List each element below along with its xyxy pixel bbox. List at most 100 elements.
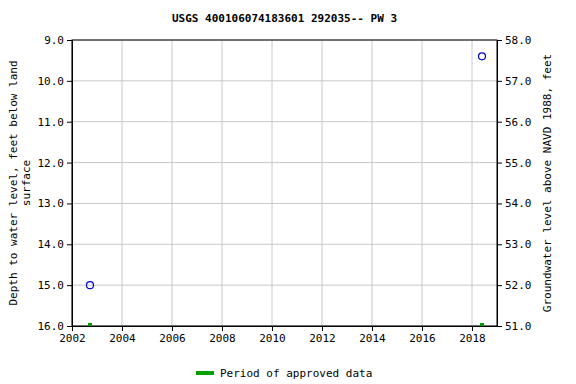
tick-label: 2018 bbox=[459, 332, 486, 345]
title: USGS 400106074183601 292035-- PW 3 bbox=[172, 12, 397, 25]
y-axis: 9.0 10.0 11.0 12.0 13.0 14.0 15.0 16.0 bbox=[38, 34, 73, 333]
tick-label: 15.0 bbox=[38, 279, 65, 292]
tick: 58.0 bbox=[497, 34, 532, 47]
plot-area bbox=[87, 53, 486, 326]
tick-mark bbox=[497, 122, 502, 123]
tick-mark bbox=[422, 326, 423, 331]
tick: 2006 bbox=[159, 326, 186, 345]
grid-line bbox=[72, 80, 497, 81]
tick: 2014 bbox=[359, 326, 386, 345]
tick-mark bbox=[497, 163, 502, 164]
tick-mark bbox=[67, 326, 72, 327]
tick-mark bbox=[67, 285, 72, 286]
tick-label: 2004 bbox=[109, 332, 136, 345]
tick-mark bbox=[497, 244, 502, 245]
tick: 9.0 bbox=[44, 34, 72, 47]
tick-mark bbox=[322, 326, 323, 331]
tick-label: 2008 bbox=[209, 332, 236, 345]
tick: 56.0 bbox=[497, 116, 532, 129]
grid-line bbox=[72, 121, 497, 122]
chart: 2002 2004 2006 2008 2010 2012 2014 2016 2018 9.0 1… bbox=[0, 0, 576, 384]
tick-mark bbox=[497, 81, 502, 82]
plot-frame bbox=[72, 40, 497, 326]
tick-mark bbox=[497, 203, 502, 204]
tick: 10.0 bbox=[38, 75, 73, 88]
y2-axis-title: Groundwater level above NAVD 1988, feet bbox=[541, 54, 554, 312]
series bbox=[88, 323, 484, 326]
tick: 2010 bbox=[259, 326, 286, 345]
tick-mark bbox=[222, 326, 223, 331]
tick: 12.0 bbox=[38, 157, 73, 170]
tick-label: 11.0 bbox=[38, 116, 65, 129]
tick-mark bbox=[497, 285, 502, 286]
tick-label: 10.0 bbox=[38, 75, 65, 88]
tick-mark bbox=[122, 326, 123, 331]
grid-line bbox=[172, 40, 173, 326]
tick-label: 57.0 bbox=[505, 75, 532, 88]
tick-label: 2016 bbox=[409, 332, 436, 345]
tick-mark bbox=[67, 163, 72, 164]
tick: 13.0 bbox=[38, 197, 73, 210]
tick-label: 2012 bbox=[309, 332, 336, 345]
tick-mark bbox=[67, 122, 72, 123]
tick: 2016 bbox=[409, 326, 436, 345]
y2-axis: 58.0 57.0 56.0 55.0 54.0 53.0 52.0 51.0 bbox=[497, 34, 532, 333]
grid-line bbox=[72, 285, 497, 286]
tick-label: 9.0 bbox=[44, 34, 64, 47]
tick: 14.0 bbox=[38, 238, 73, 251]
tick: 57.0 bbox=[497, 75, 532, 88]
grid-line bbox=[372, 40, 373, 326]
tick: 53.0 bbox=[497, 238, 532, 251]
grid-line bbox=[272, 40, 273, 326]
point bbox=[87, 282, 94, 289]
tick: 2012 bbox=[309, 326, 336, 345]
tick-label: 13.0 bbox=[38, 197, 65, 210]
approved-marker bbox=[480, 323, 484, 326]
tick-label: 53.0 bbox=[505, 238, 532, 251]
tick: 16.0 bbox=[38, 320, 73, 333]
tick: 2008 bbox=[209, 326, 236, 345]
legend: Period of approved data bbox=[196, 367, 372, 380]
grid-line bbox=[472, 40, 473, 326]
tick-mark bbox=[472, 326, 473, 331]
tick-mark bbox=[372, 326, 373, 331]
legend-swatch bbox=[196, 371, 214, 375]
tick-label: 54.0 bbox=[505, 197, 532, 210]
tick-label: 2002 bbox=[59, 332, 86, 345]
grid-line bbox=[72, 244, 497, 245]
y-axis-title: surface bbox=[20, 160, 33, 206]
tick: 2018 bbox=[459, 326, 486, 345]
tick-label: 56.0 bbox=[505, 116, 532, 129]
tick-mark bbox=[497, 40, 502, 41]
tick: 54.0 bbox=[497, 197, 532, 210]
tick-label: 12.0 bbox=[38, 157, 65, 170]
tick-mark bbox=[172, 326, 173, 331]
tick-label: 51.0 bbox=[505, 320, 532, 333]
series bbox=[87, 53, 486, 289]
point bbox=[479, 53, 486, 60]
grid bbox=[72, 40, 497, 326]
grid-line bbox=[72, 203, 497, 204]
tick-label: 2010 bbox=[259, 332, 286, 345]
tick-label: 55.0 bbox=[505, 157, 532, 170]
tick: 11.0 bbox=[38, 116, 73, 129]
tick: 55.0 bbox=[497, 157, 532, 170]
tick-mark bbox=[67, 244, 72, 245]
tick: 2004 bbox=[109, 326, 136, 345]
grid-line bbox=[122, 40, 123, 326]
tick-mark bbox=[67, 40, 72, 41]
x-axis: 2002 2004 2006 2008 2010 2012 2014 2016 2018 bbox=[59, 326, 497, 345]
tick-mark bbox=[272, 326, 273, 331]
tick-mark bbox=[497, 326, 502, 327]
grid-line bbox=[222, 40, 223, 326]
tick: 51.0 bbox=[497, 320, 532, 333]
tick-mark bbox=[67, 203, 72, 204]
tick-label: 58.0 bbox=[505, 34, 532, 47]
approved-marker bbox=[88, 323, 92, 326]
grid-line bbox=[322, 40, 323, 326]
tick-label: 2014 bbox=[359, 332, 386, 345]
tick-label: 14.0 bbox=[38, 238, 65, 251]
tick-label: 52.0 bbox=[505, 279, 532, 292]
tick: 15.0 bbox=[38, 279, 73, 292]
tick: 52.0 bbox=[497, 279, 532, 292]
